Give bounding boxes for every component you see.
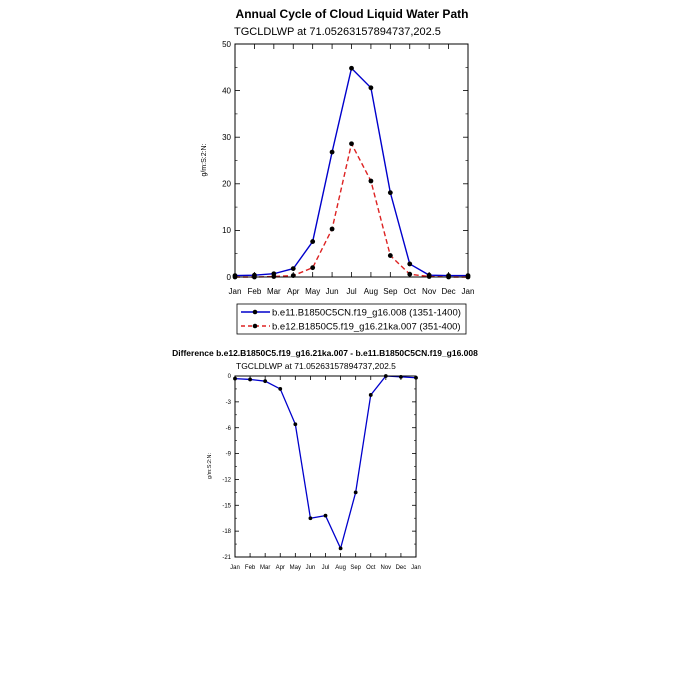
bottom-chart-xtick-label: Apr [276,565,285,571]
top-chart-subtitle: TGCLDLWP at 71.05263157894737,202.5 [234,26,441,38]
bottom-chart-ytick-label: -18 [222,529,231,535]
bottom-chart-series-1-point [263,379,268,384]
bottom-chart-ylabel: g/m:S:2:N: [207,453,213,479]
top-chart-xtick-label: May [305,287,320,296]
bottom-chart-xtick-label: Dec [396,565,407,571]
bottom-chart-subtitle: TGCLDLWP at 71.05263157894737,202.5 [236,361,396,371]
legend-marker-series-2 [252,323,258,329]
top-chart-series-1-point [329,149,335,155]
bottom-chart-frame [234,375,417,558]
top-chart-series-2-point [407,271,413,277]
bottom-chart-series-1-point [308,516,313,521]
top-chart: Annual Cycle of Cloud Liquid Water Path … [201,7,474,335]
top-chart-xtick-label: Oct [404,287,417,296]
top-chart-series-2-point [368,178,374,184]
bottom-chart-series-1-point [323,513,328,518]
top-chart-series-line-2 [235,141,468,278]
bottom-chart-title: Difference b.e12.B1850C5.f19_g16.21ka.00… [172,348,478,358]
bottom-chart-ytick-label: 0 [228,374,232,380]
bottom-chart-xtick-label: Nov [380,565,391,571]
bottom-chart-axes: 0 -3 -6 -9 -12 -15 -18 -21 Jan Feb Mar Apr May Jun Jul… [222,374,421,571]
bottom-chart-xtick-label: Oct [366,565,376,571]
top-chart-series-2-point [387,253,393,258]
bottom-chart-xtick-label: Jun [306,565,316,571]
top-chart-series-1-point [407,261,413,267]
bottom-chart-ytick-label: -6 [226,426,232,432]
legend-label-series-2: b.e12.B1850C5.f19_g16.21ka.007 (351-400) [272,322,461,333]
bottom-chart-series-1-point [338,546,343,551]
top-chart-ytick-label: 30 [222,133,231,142]
top-chart-series-1-point [368,85,374,91]
top-chart-xtick-label: Jun [326,287,339,296]
bottom-chart-ytick-label: -15 [222,503,231,509]
top-chart-series-2-point [329,226,335,232]
legend-label-series-1: b.e11.B1850C5CN.f19_g16.008 (1351-1400) [272,308,461,319]
bottom-chart-series-1-point [353,490,358,495]
bottom-chart-ytick-label: -21 [222,555,231,561]
bottom-chart-series-1-point [293,422,298,427]
top-chart-xtick-label: Apr [287,287,300,296]
bottom-chart-xtick-label: Sep [350,565,361,571]
top-chart-series-1-point [349,65,354,71]
bottom-chart-xtick-label: Jan [230,565,240,571]
bottom-chart-ytick-label: -12 [222,478,231,484]
top-chart-frame [234,43,469,278]
bottom-chart-xtick-label: Feb [245,565,256,571]
top-chart-series-1-point [290,266,296,272]
bottom-chart-series [233,374,418,551]
bottom-chart-ytick-label: -3 [226,400,232,406]
top-chart-ytick-label: 50 [222,40,231,49]
top-chart-series-1-point [387,190,393,196]
bottom-chart-series-1-point [248,377,252,382]
top-chart-xtick-label: Dec [441,287,455,296]
top-chart-xtick-label: Mar [267,287,281,296]
bottom-chart-ytick-label: -9 [226,452,232,458]
bottom-chart-series-1-point [278,387,283,391]
top-chart-xtick-label: Jul [346,287,356,296]
top-chart-series-2-point [310,265,316,271]
bottom-chart-xtick-label: Mar [260,565,270,571]
legend-box [236,303,467,335]
legend-marker-series-1 [252,309,258,315]
bottom-chart-series-line-1 [234,375,417,551]
bottom-chart-series-1-point [368,393,373,397]
top-chart-ylabel: g/m:S:2:N: [201,143,208,176]
top-chart-axes: 0 10 20 30 40 50 Jan Feb Mar Apr May Jun Jul Aug Sep Oc… [222,40,474,296]
top-chart-xtick-label: Jan [229,287,242,296]
top-chart-title: Annual Cycle of Cloud Liquid Water Path [236,7,469,21]
top-chart-ytick-label: 40 [222,86,231,95]
bottom-chart-xtick-label: May [290,565,301,571]
top-chart-ytick-label: 10 [222,226,231,235]
bottom-chart-xtick-label: Aug [335,565,346,571]
top-chart-series-2-point [349,141,354,147]
top-chart-xtick-label: Aug [364,287,378,296]
top-chart-xtick-label: Sep [383,287,398,296]
top-chart-legend: b.e11.B1850C5CN.f19_g16.008 (1351-1400) … [236,303,467,335]
top-chart-ytick-label: 20 [222,180,231,189]
bottom-chart-xtick-label: Jan [411,565,421,571]
bottom-chart: Difference b.e12.B1850C5.f19_g16.21ka.00… [172,348,478,571]
top-chart-xtick-label: Jan [462,287,475,296]
top-chart-series-1-point [310,239,316,244]
top-chart-xtick-label: Nov [422,287,436,296]
top-chart-series [232,65,471,280]
top-chart-xtick-label: Feb [248,287,262,296]
top-chart-ytick-label: 0 [227,273,232,282]
bottom-chart-xtick-label: Jul [322,565,330,571]
top-chart-series-line-1 [234,66,468,277]
